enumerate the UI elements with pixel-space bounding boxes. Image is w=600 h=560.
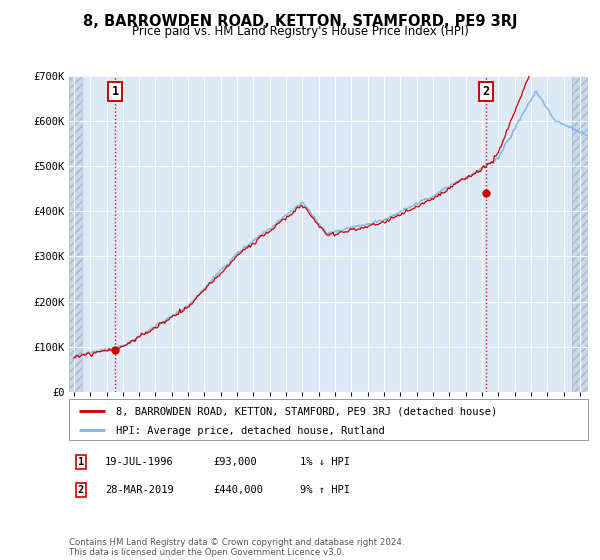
Text: 28-MAR-2019: 28-MAR-2019 xyxy=(105,485,174,495)
Text: £440,000: £440,000 xyxy=(213,485,263,495)
Text: Price paid vs. HM Land Registry's House Price Index (HPI): Price paid vs. HM Land Registry's House … xyxy=(131,25,469,38)
Text: 1: 1 xyxy=(112,85,119,98)
Text: 19-JUL-1996: 19-JUL-1996 xyxy=(105,457,174,467)
Text: 2: 2 xyxy=(482,85,489,98)
Text: HPI: Average price, detached house, Rutland: HPI: Average price, detached house, Rutl… xyxy=(116,426,385,436)
Text: 1% ↓ HPI: 1% ↓ HPI xyxy=(300,457,350,467)
Text: 8, BARROWDEN ROAD, KETTON, STAMFORD, PE9 3RJ: 8, BARROWDEN ROAD, KETTON, STAMFORD, PE9… xyxy=(83,14,517,29)
Text: 1: 1 xyxy=(78,457,84,467)
Text: £93,000: £93,000 xyxy=(213,457,257,467)
Text: 8, BARROWDEN ROAD, KETTON, STAMFORD, PE9 3RJ (detached house): 8, BARROWDEN ROAD, KETTON, STAMFORD, PE9… xyxy=(116,407,497,417)
Text: Contains HM Land Registry data © Crown copyright and database right 2024.
This d: Contains HM Land Registry data © Crown c… xyxy=(69,538,404,557)
Text: 9% ↑ HPI: 9% ↑ HPI xyxy=(300,485,350,495)
Text: 2: 2 xyxy=(78,485,84,495)
